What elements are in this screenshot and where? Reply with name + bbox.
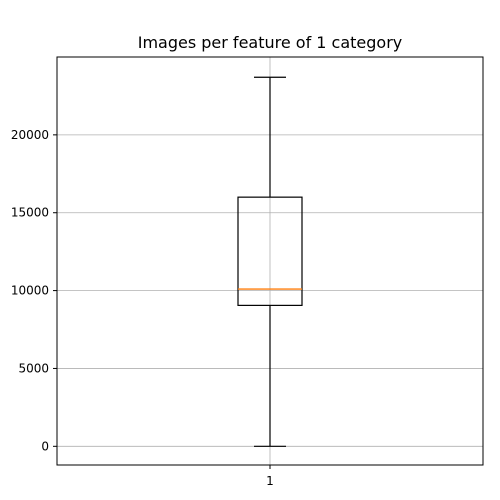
y-tick-label: 10000: [11, 284, 49, 298]
tick-layer: 0 5000 10000 15000 20000 1: [11, 128, 274, 488]
y-tick-label: 15000: [11, 206, 49, 220]
y-tick-label: 20000: [11, 128, 49, 142]
y-tick-label: 5000: [18, 361, 49, 375]
y-tick-label: 0: [41, 439, 49, 453]
x-tick-label: 1: [266, 474, 274, 488]
chart-title: Images per feature of 1 category: [138, 33, 403, 52]
